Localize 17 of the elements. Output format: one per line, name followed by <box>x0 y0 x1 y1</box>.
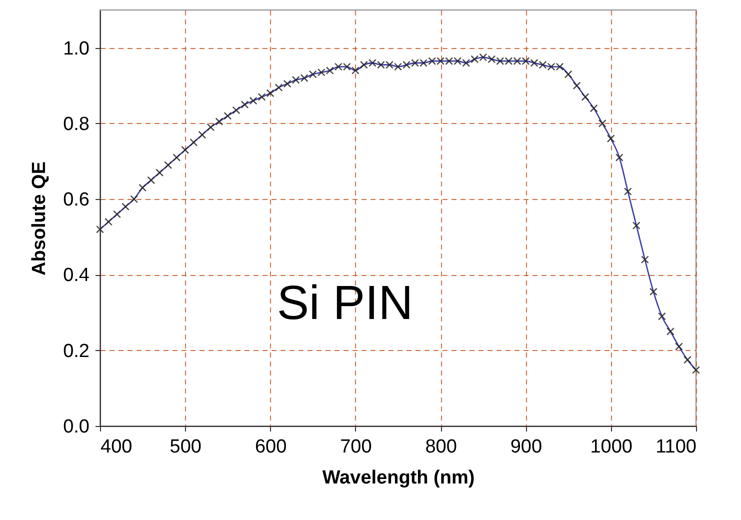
y-tick-label: 0.2 <box>63 340 90 362</box>
x-tick-label: 700 <box>340 436 372 458</box>
x-tick-label: 900 <box>510 436 542 458</box>
y-tick-label: 0.6 <box>63 190 90 211</box>
x-tick-label: 1100 <box>656 436 696 458</box>
y-axis-title: Absolute QE <box>29 161 50 276</box>
y-tick-label: 0.4 <box>63 265 90 286</box>
x-tick-label: 500 <box>170 436 202 458</box>
x-axis-title: Wavelength (nm) <box>322 468 475 488</box>
x-tick-label: 600 <box>254 436 287 458</box>
y-tick-label: 0.0 <box>63 416 90 438</box>
x-tick-label: 800 <box>425 436 457 458</box>
x-tick-label: 1000 <box>590 436 632 458</box>
x-tick-label: 400 <box>100 436 132 458</box>
y-tick-label: 0.8 <box>63 114 90 135</box>
annotation: Si PIN <box>276 277 414 330</box>
y-tick-label: 1.0 <box>63 38 90 60</box>
